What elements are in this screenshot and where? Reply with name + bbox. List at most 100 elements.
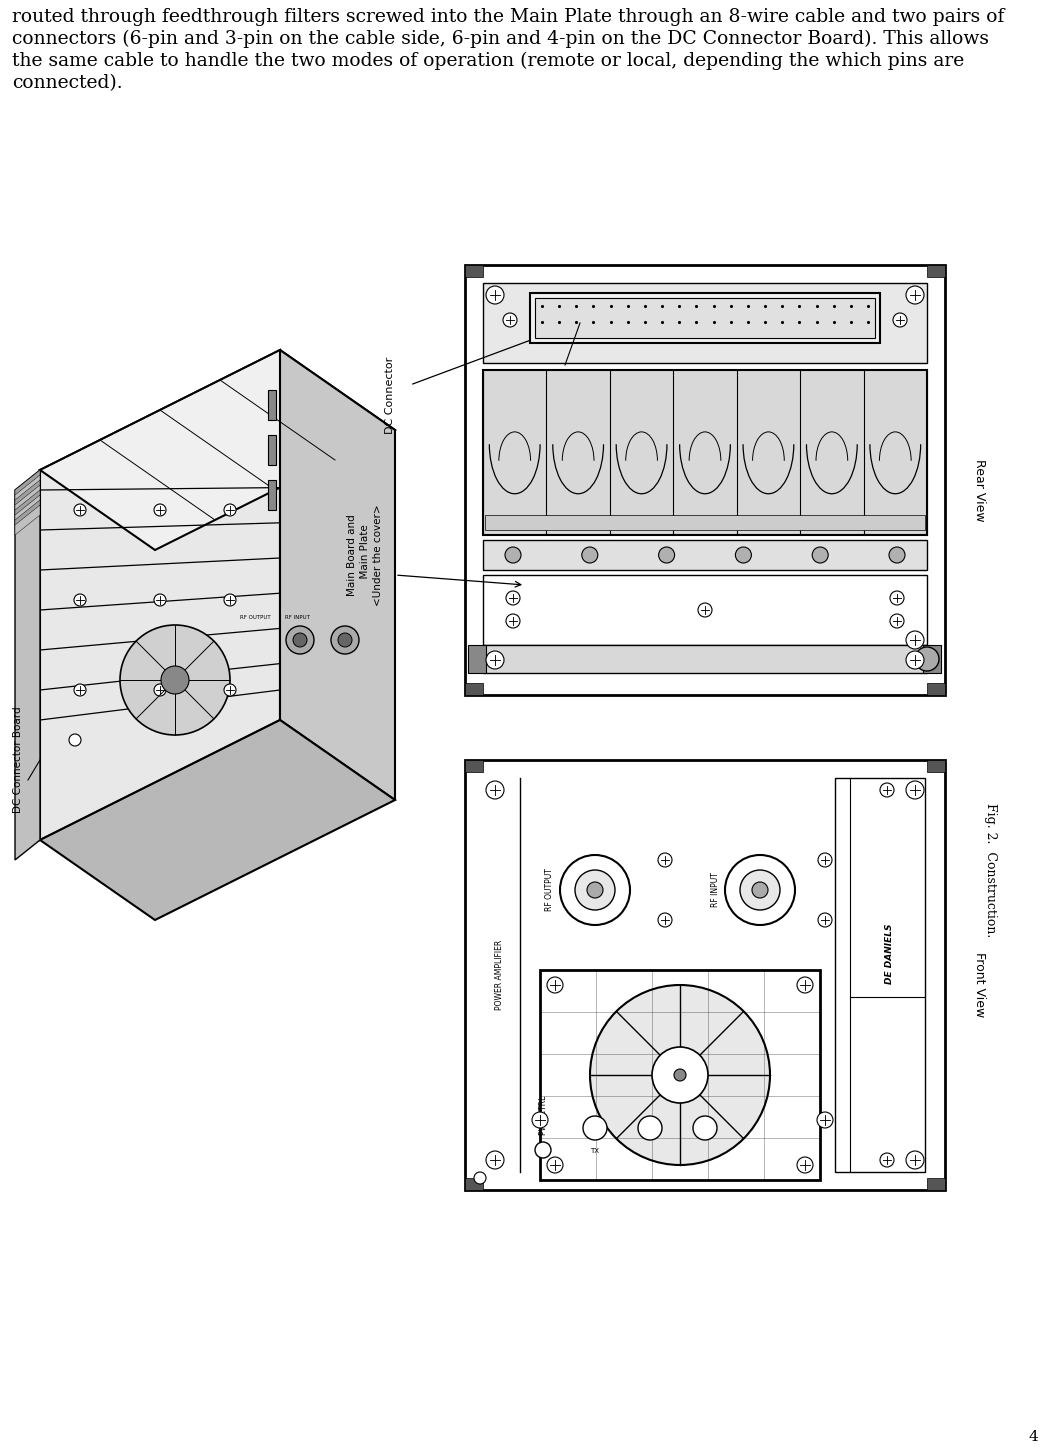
Circle shape (591, 985, 770, 1165)
Circle shape (752, 882, 768, 898)
Text: connected).: connected). (12, 74, 122, 91)
Circle shape (818, 853, 832, 868)
Bar (923, 646, 941, 673)
Circle shape (154, 503, 166, 517)
Circle shape (797, 977, 814, 992)
Circle shape (906, 286, 925, 305)
Polygon shape (15, 505, 40, 535)
Circle shape (582, 547, 598, 563)
Text: VSWR: VSWR (694, 1148, 715, 1154)
Bar (540, 971, 820, 1180)
Bar (468, 646, 486, 673)
Text: DE DANIELS: DE DANIELS (886, 923, 894, 984)
Bar (530, 293, 879, 342)
Circle shape (74, 683, 86, 696)
Text: DC Connector: DC Connector (385, 357, 395, 434)
Circle shape (740, 871, 780, 910)
Polygon shape (15, 501, 40, 530)
Circle shape (286, 625, 314, 654)
Circle shape (693, 1116, 717, 1140)
Circle shape (906, 631, 925, 649)
Circle shape (818, 913, 832, 927)
Text: 4: 4 (1028, 1431, 1038, 1444)
Polygon shape (15, 485, 40, 515)
Polygon shape (40, 350, 280, 840)
Circle shape (506, 614, 520, 628)
Circle shape (879, 784, 894, 797)
Text: RF OUTPUT: RF OUTPUT (545, 869, 555, 911)
Circle shape (547, 977, 563, 992)
Circle shape (698, 604, 712, 617)
Bar (465, 266, 483, 277)
Text: Fig. 2.  Construction.: Fig. 2. Construction. (983, 802, 997, 937)
Circle shape (154, 683, 166, 696)
Circle shape (535, 1142, 551, 1158)
Bar (927, 683, 945, 695)
Polygon shape (15, 470, 40, 501)
Text: TX: TX (591, 1148, 600, 1154)
Circle shape (505, 547, 521, 563)
Text: Main Board and
  Main Plate
<Under the cover>: Main Board and Main Plate <Under the cov… (347, 503, 383, 607)
Circle shape (293, 633, 307, 647)
Circle shape (906, 1151, 925, 1170)
Circle shape (906, 651, 925, 669)
Circle shape (658, 913, 672, 927)
Text: GF: GF (645, 1148, 654, 1154)
Circle shape (797, 1156, 814, 1172)
Text: the same cable to handle the two modes of operation (remote or local, depending : the same cable to handle the two modes o… (12, 52, 964, 70)
Circle shape (659, 547, 674, 563)
Bar (268, 435, 276, 464)
Polygon shape (15, 480, 40, 509)
Text: Rear View: Rear View (974, 459, 986, 521)
Text: POWER AMPLIFIER: POWER AMPLIFIER (495, 940, 505, 1010)
Circle shape (486, 1151, 504, 1170)
Circle shape (658, 853, 672, 868)
Polygon shape (280, 350, 395, 800)
Circle shape (906, 781, 925, 800)
Polygon shape (15, 474, 40, 505)
Circle shape (652, 1048, 708, 1103)
Circle shape (154, 593, 166, 607)
Bar (483, 370, 927, 535)
Circle shape (338, 633, 352, 647)
Bar (465, 760, 483, 772)
Bar (465, 1178, 483, 1190)
Circle shape (224, 593, 236, 607)
Circle shape (74, 503, 86, 517)
Polygon shape (15, 490, 40, 519)
Circle shape (331, 625, 359, 654)
Circle shape (893, 313, 907, 326)
Bar (483, 283, 927, 363)
Circle shape (735, 547, 752, 563)
Text: RF INPUT: RF INPUT (285, 615, 310, 620)
Bar (465, 683, 483, 695)
Circle shape (890, 614, 904, 628)
Bar (535, 297, 875, 338)
Text: routed through feedthrough filters screwed into the Main Plate through an 8-wire: routed through feedthrough filters screw… (12, 9, 1004, 26)
Bar (836, 778, 925, 1172)
Polygon shape (15, 495, 40, 525)
Circle shape (915, 647, 939, 670)
Circle shape (725, 855, 795, 924)
Polygon shape (40, 720, 395, 920)
Bar (927, 266, 945, 277)
Circle shape (486, 781, 504, 800)
Bar (927, 1178, 945, 1190)
Circle shape (486, 651, 504, 669)
Circle shape (879, 1154, 894, 1167)
Circle shape (506, 591, 520, 605)
Circle shape (674, 1069, 686, 1081)
Circle shape (474, 1172, 486, 1184)
Circle shape (74, 593, 86, 607)
Polygon shape (15, 470, 40, 860)
Circle shape (575, 871, 615, 910)
Circle shape (532, 1111, 548, 1127)
Circle shape (224, 683, 236, 696)
Bar (927, 760, 945, 772)
Bar (483, 575, 927, 646)
Bar (465, 760, 945, 1190)
Circle shape (638, 1116, 662, 1140)
Bar (268, 390, 276, 419)
Text: RF INPUT: RF INPUT (711, 872, 719, 907)
Circle shape (486, 286, 504, 305)
